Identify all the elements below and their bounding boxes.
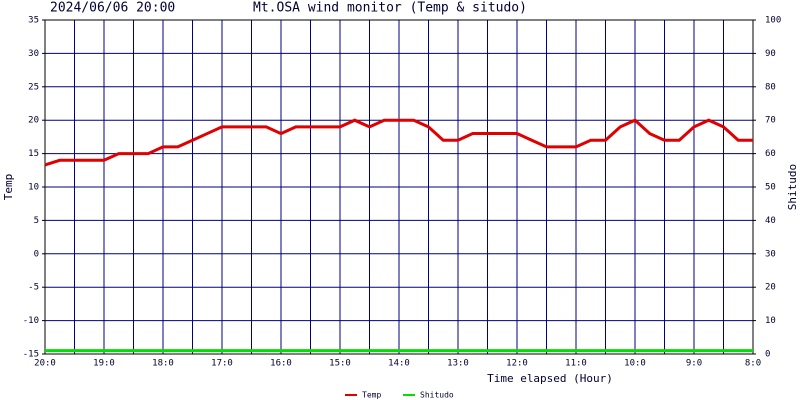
y2-tick-label: 80 [765, 82, 776, 92]
y2-tick-label: 40 [765, 216, 776, 226]
plot-frame [44, 19, 754, 355]
y-tick-label: -15 [23, 350, 39, 360]
y2-tick-label: 90 [765, 49, 776, 59]
x-axis-label: Time elapsed (Hour) [487, 372, 613, 385]
y2-tick-label: 60 [765, 149, 776, 159]
y-tick-label: -10 [23, 316, 39, 326]
legend-label: Temp [362, 391, 381, 400]
x-tick-label: 16:0 [270, 359, 292, 369]
y-tick-label: 5 [34, 216, 39, 226]
y-tick-label: 25 [28, 82, 39, 92]
y-tick-label: -5 [28, 283, 39, 293]
legend-label: Shitudo [420, 391, 454, 400]
y2-tick-label: 10 [765, 316, 776, 326]
x-tick-label: 13:0 [447, 359, 469, 369]
x-tick-label: 9:0 [686, 359, 702, 369]
y-tick-label: 0 [34, 249, 39, 259]
y2-tick-label: 20 [765, 283, 776, 293]
chart-title: Mt.OSA wind monitor (Temp & situdo) [253, 1, 527, 16]
y2-tick-label: 50 [765, 183, 776, 193]
x-tick-label: 15:0 [329, 359, 351, 369]
x-tick-label: 10:0 [624, 359, 646, 369]
y-axis-label: Temp [2, 174, 15, 201]
y2-axis-label: Shitudo [786, 164, 799, 210]
y-tick-label: 20 [28, 116, 39, 126]
y-tick-label: 35 [28, 16, 39, 26]
series-line [44, 118, 753, 167]
y2-tick-label: 100 [765, 16, 781, 26]
y-tick-label: 15 [28, 149, 39, 159]
x-tick-label: 19:0 [93, 359, 115, 369]
y-tick-label: 10 [28, 183, 39, 193]
x-tick-label: 20:0 [34, 359, 56, 369]
y2-tick-label: 0 [765, 350, 770, 360]
x-tick-label: 18:0 [152, 359, 174, 369]
chart-subtitle: 2024/06/06 20:00 [50, 1, 175, 16]
x-tick-label: 8:0 [745, 359, 761, 369]
x-tick-label: 17:0 [211, 359, 233, 369]
x-tick-label: 11:0 [565, 359, 587, 369]
y2-tick-label: 30 [765, 249, 776, 259]
y2-tick-label: 70 [765, 116, 776, 126]
y-tick-label: 30 [28, 49, 39, 59]
x-tick-label: 14:0 [388, 359, 410, 369]
x-tick-label: 12:0 [506, 359, 528, 369]
